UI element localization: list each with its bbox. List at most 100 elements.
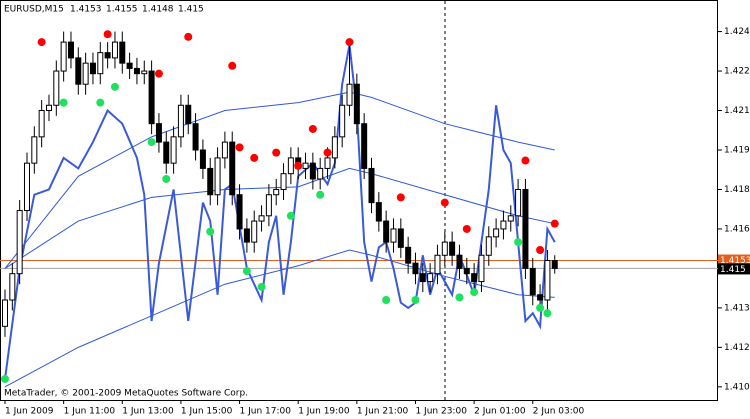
x-tick-label: 1 Jun 21:00 [357, 407, 409, 417]
candle-body [236, 194, 243, 230]
candle-body [31, 136, 38, 164]
candle-body [361, 123, 368, 169]
signal-dot [154, 69, 163, 78]
ask-label: 1.4153 [720, 256, 750, 266]
candle-body [441, 241, 448, 256]
candle-body [251, 220, 258, 243]
candle-body [45, 104, 52, 112]
candle-body [449, 241, 456, 256]
signal-dot [396, 193, 405, 202]
y-tick-label: 1.4210 [724, 106, 750, 116]
signal-dot [308, 124, 317, 133]
candle-body [544, 260, 551, 301]
candle-body [368, 167, 375, 204]
candle-body [111, 41, 118, 59]
title-low: 1.4148 [142, 5, 174, 15]
candle-body [229, 141, 236, 196]
signal-dot [184, 32, 193, 41]
candle-body [493, 228, 500, 238]
candle-body [119, 41, 126, 64]
title-open: 1.4153 [70, 5, 102, 15]
title-high: 1.4155 [106, 5, 138, 15]
candle-body [192, 123, 199, 151]
candle-body [419, 273, 426, 283]
candle-body [155, 123, 162, 143]
candle-body [243, 228, 250, 243]
signal-dot [59, 98, 68, 107]
x-tick-label: 1 Jun 2009 [5, 407, 54, 417]
candle-body [273, 188, 280, 196]
candle-body [185, 104, 192, 125]
signal-dot [514, 238, 523, 247]
candle-body [390, 228, 397, 243]
x-tick-label: 1 Jun 11:00 [64, 407, 116, 417]
candle-body [221, 141, 228, 159]
candle-body [141, 70, 148, 75]
candle-body [126, 62, 133, 69]
signal-dot [294, 161, 303, 170]
candle-body [9, 273, 16, 301]
signal-dot [272, 148, 281, 157]
y-tick-label: 1.4165 [724, 224, 750, 234]
signal-dot [323, 148, 332, 157]
x-tick-label: 1 Jun 17:00 [240, 407, 292, 417]
y-tick-label: 1.4105 [724, 382, 750, 392]
candle-body [478, 254, 485, 283]
candle-body [515, 188, 522, 217]
candle-body [75, 57, 82, 85]
candle-body [405, 246, 412, 264]
footer: MetaTrader, © 2001-2009 MetaQuotes Softw… [4, 389, 248, 399]
signal-dot [147, 138, 156, 147]
y-tick-label: 1.4240 [724, 27, 750, 37]
candle-body [104, 52, 111, 59]
candle-body [133, 67, 140, 75]
candle-body [529, 267, 536, 296]
x-tick-label: 2 Jun 01:00 [474, 407, 526, 417]
indicator-line [4, 91, 555, 269]
x-tick-label: 1 Jun 13:00 [122, 407, 174, 417]
title-bar: EURUSD,M15 1.4153 1.4155 1.4148 1.415 [4, 5, 204, 15]
signal-dot [411, 296, 420, 304]
candle-body [346, 83, 353, 106]
signal-dot [455, 293, 464, 302]
signal-dot [162, 174, 171, 183]
candle-body [427, 273, 434, 283]
candle-body [2, 299, 8, 327]
candle-body [170, 136, 177, 164]
y-tick-label: 1.4195 [724, 146, 750, 156]
title-close: 1.415 [178, 5, 204, 15]
candle-body [82, 62, 89, 85]
y-tick-label: 1.4180 [724, 185, 750, 195]
x-tick-label: 1 Jun 23:00 [415, 407, 467, 417]
candle-body [207, 167, 214, 196]
plot-frame [0, 0, 718, 401]
candle-body [331, 136, 338, 159]
candle-body [23, 162, 30, 212]
candle-body [375, 202, 382, 222]
candle-body [287, 157, 294, 175]
y-tick-label: 1.4135 [724, 303, 750, 313]
candle-body [522, 188, 529, 269]
candle-body [53, 70, 60, 106]
candle-body [16, 210, 23, 275]
x-tick-label: 1 Jun 19:00 [298, 407, 350, 417]
signal-dot [257, 282, 266, 291]
x-tick-label: 2 Jun 03:00 [533, 407, 585, 417]
candle-body [397, 228, 404, 248]
signal-dot [228, 61, 237, 70]
candle-body [280, 173, 287, 190]
signal-dot [440, 198, 449, 207]
candle-body [471, 273, 478, 283]
candle-body [97, 52, 104, 75]
candle-body [383, 220, 390, 243]
signal-dot [1, 374, 9, 383]
indicator-line [4, 44, 556, 380]
candle-body [537, 294, 544, 301]
candle-body [163, 141, 170, 164]
symbol: EURUSD,M15 [4, 5, 64, 15]
candle-body [148, 70, 155, 125]
signal-dot [110, 82, 119, 91]
candle-body [60, 41, 67, 72]
